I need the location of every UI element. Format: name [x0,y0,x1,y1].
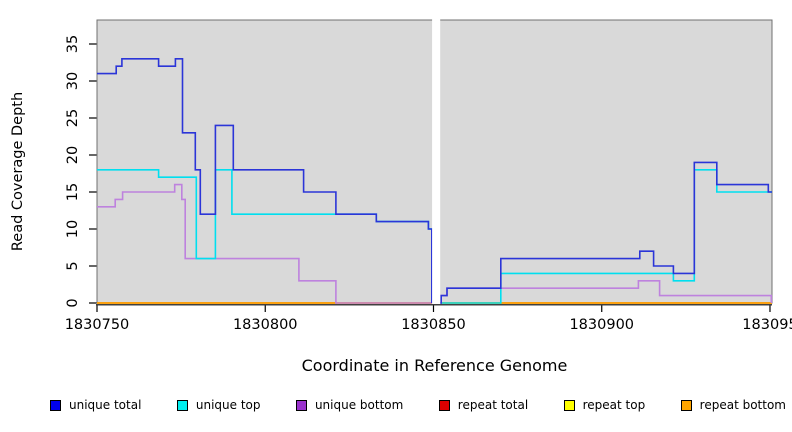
y-tick-label: 30 [65,72,81,90]
legend-swatch-icon [680,399,692,411]
y-tick-label: 15 [65,183,81,201]
x-tick-label: 183095 [742,317,792,333]
x-axis-title: Coordinate in Reference Genome [301,356,568,375]
series-line-unique-bottom [97,183,432,304]
legend: unique total unique top unique bottom repea… [50,398,786,412]
legend-swatch-icon [438,399,450,411]
legend-label: repeat bottom [699,398,786,412]
x-tick-label: 1830750 [65,317,130,333]
y-tick-label: 35 [65,35,81,53]
legend-entry-unique-top: unique top [176,398,261,412]
legend-label: repeat top [582,398,646,412]
series-line-unique-total [97,58,433,303]
legend-swatch-icon [50,399,61,411]
legend-entry-repeat-top: repeat top [563,398,646,412]
legend-swatch-icon [295,399,307,411]
legend-entry-repeat-bottom: repeat bottom [680,398,786,412]
legend-swatch-icon [176,399,188,411]
series-line-unique-total [440,161,772,304]
y-tick-label: 10 [65,220,81,238]
legend-entry-unique-bottom: unique bottom [295,398,404,412]
no-data-gap [432,18,441,304]
x-tick-label: 1830850 [401,317,466,333]
coverage-plot: 1830750183080018308501830900183095051015… [10,18,792,333]
legend-entry-repeat-total: repeat total [438,398,529,412]
x-tick-label: 1830900 [569,317,634,333]
x-tick-label: 1830800 [233,317,298,333]
y-tick-label: 20 [65,146,81,164]
y-tick-label: 25 [65,109,81,127]
legend-label: unique top [195,398,261,412]
y-tick-label: 5 [65,261,81,270]
y-axis-title: Read Coverage Depth [10,92,26,251]
legend-label: repeat total [457,398,529,412]
y-tick-label: 0 [65,298,81,307]
legend-swatch-icon [563,399,575,411]
legend-label: unique total [69,398,142,412]
legend-label: unique bottom [314,398,404,412]
legend-entry-unique-total: unique total [50,398,141,412]
